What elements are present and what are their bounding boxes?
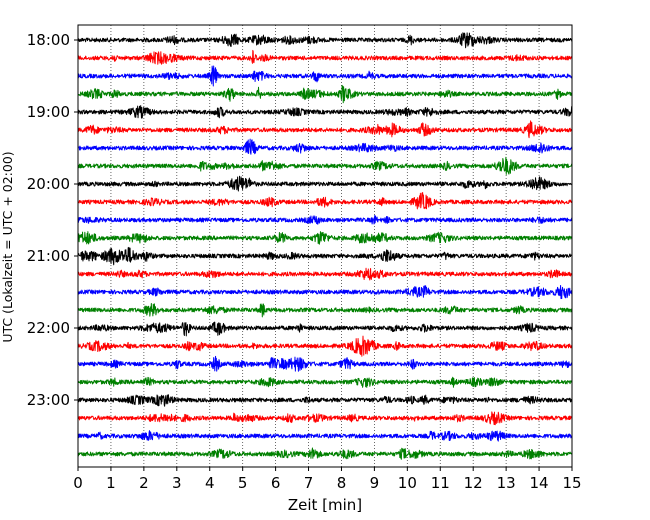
y-tick-label: 18:00 [27, 31, 70, 49]
seismic-trace [77, 214, 573, 225]
seismic-trace [77, 411, 573, 426]
x-tick-label: 2 [139, 474, 149, 492]
plot-frame [77, 24, 573, 468]
seismic-trace [77, 156, 573, 175]
seismic-traces [77, 32, 573, 460]
seismic-trace [77, 175, 573, 192]
y-tick-label: 19:00 [27, 103, 70, 121]
seismic-trace [77, 84, 573, 104]
seismic-trace [77, 267, 573, 281]
x-tick-label: 5 [238, 474, 248, 492]
seismic-trace [77, 246, 573, 266]
seismic-trace [77, 302, 573, 318]
seismic-trace [77, 447, 573, 460]
seismic-trace [77, 355, 573, 372]
seismic-trace [77, 376, 573, 388]
x-tick-label: 9 [370, 474, 380, 492]
x-tick-label: 8 [337, 474, 347, 492]
x-tick-label: 3 [172, 474, 182, 492]
y-tick-label: 23:00 [27, 391, 70, 409]
seismic-trace [77, 32, 573, 49]
seismic-trace [77, 120, 573, 139]
x-tick-label: 15 [562, 474, 581, 492]
x-tick-label: 13 [497, 474, 516, 492]
plot-background [78, 25, 572, 467]
x-tick-label: 7 [304, 474, 314, 492]
x-tick-label: 14 [530, 474, 549, 492]
seismic-trace [77, 138, 573, 155]
seismic-trace [77, 394, 573, 407]
x-tick-label: 11 [431, 474, 450, 492]
y-tick-label: 20:00 [27, 175, 70, 193]
seismic-trace [77, 49, 573, 65]
y-tick-label: 21:00 [27, 247, 70, 265]
seismic-trace [77, 65, 573, 87]
seismic-trace [77, 105, 573, 119]
x-tick-label: 12 [464, 474, 483, 492]
x-tick-label: 1 [106, 474, 116, 492]
x-tick-label: 4 [205, 474, 215, 492]
seismic-trace [77, 321, 573, 337]
x-tick-label: 6 [271, 474, 281, 492]
seismic-trace [77, 231, 573, 245]
y-tick-label: 22:00 [27, 319, 70, 337]
x-tick-label: 10 [398, 474, 417, 492]
y-axis-label: UTC (Lokalzeit = UTC + 02:00) [0, 151, 15, 342]
x-axis-ticks: 0 1 2 3 4 5 6 7 8 9 10 11 12 13 14 15 [73, 467, 582, 492]
x-axis-label: Zeit [min] [288, 496, 362, 514]
seismic-trace [77, 284, 573, 300]
seismic-trace [77, 192, 573, 210]
y-axis-ticks: 18:00 19:00 20:00 21:00 22:00 23:00 [27, 31, 78, 409]
seismic-trace [77, 335, 573, 357]
seismic-trace [77, 430, 573, 442]
x-tick-label: 0 [73, 474, 83, 492]
